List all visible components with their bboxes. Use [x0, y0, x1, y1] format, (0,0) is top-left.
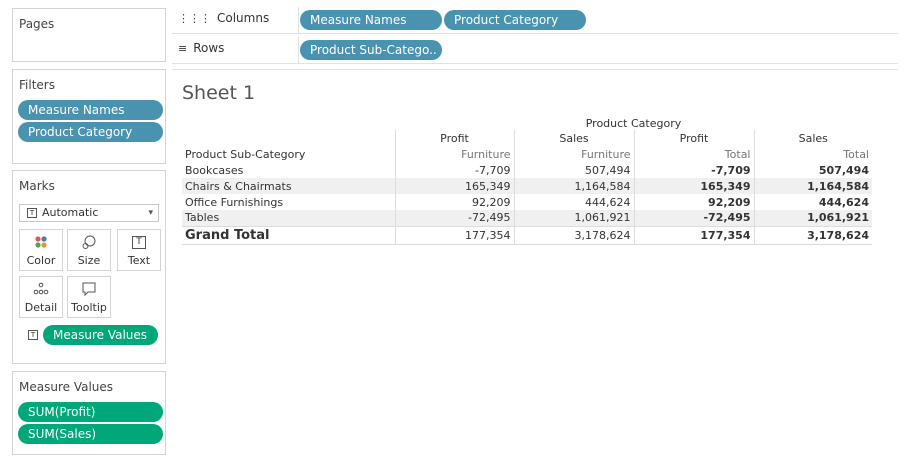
measure-header: Sales: [513, 130, 634, 146]
row-label: Tables: [185, 211, 220, 225]
row-header: Product Sub-Category: [185, 147, 306, 161]
row-label: Bookcases: [185, 163, 244, 177]
shelf-divider: [298, 7, 299, 34]
detail-label: Detail: [24, 301, 58, 314]
text-icon: T: [118, 230, 160, 254]
text-label: Text: [127, 254, 151, 267]
measure-header: Profit: [394, 130, 514, 146]
filters-card[interactable]: Filters Measure Names Product Category: [12, 69, 166, 164]
row-label: Office Furnishings: [185, 195, 284, 209]
row-label: Chairs & Chairmats: [185, 179, 292, 193]
table-row: Office Furnishings 92,209 444,624 92,209…: [182, 194, 872, 210]
columns-icon: ⋮⋮⋮: [178, 12, 211, 25]
tooltip-label: Tooltip: [71, 301, 107, 314]
detail-button[interactable]: Detail: [19, 276, 63, 318]
table-cell: 92,209: [394, 194, 514, 210]
table-cell: 444,624: [753, 194, 872, 210]
marks-title: Marks: [19, 179, 55, 193]
rows-pill-product-sub-category[interactable]: Product Sub-Catego..: [300, 40, 442, 60]
table-cell: -7,709: [633, 162, 754, 178]
filter-pill-product-category[interactable]: Product Category: [18, 122, 163, 142]
table-cell: 3,178,624: [513, 225, 634, 245]
rows-shelf[interactable]: ≡ Rows Product Sub-Catego..: [172, 37, 898, 64]
table-cell: 1,061,921: [753, 210, 872, 226]
pages-card[interactable]: Pages: [12, 8, 166, 62]
table-cell: 165,349: [633, 178, 754, 194]
table-cell: -72,495: [394, 210, 514, 226]
measure-values-pill[interactable]: Measure Values: [43, 325, 158, 345]
table-row: Bookcases -7,709 507,494 -7,709 507,494: [182, 162, 872, 178]
column-group-header: Product Category: [585, 116, 682, 130]
table-cell: 444,624: [513, 194, 634, 210]
table-cell: 165,349: [394, 178, 514, 194]
table-row: Tables -72,495 1,061,921 -72,495 1,061,9…: [182, 210, 872, 226]
text-button[interactable]: T Text: [117, 229, 161, 271]
rows-label: ≡ Rows: [178, 41, 224, 55]
text-encoding-icon: T: [28, 330, 38, 340]
measure-header: Profit: [633, 130, 754, 146]
measure-values-title: Measure Values: [19, 380, 114, 394]
filter-pill-measure-names[interactable]: Measure Names: [18, 100, 163, 120]
grand-total-row: Grand Total 177,354 3,178,624 177,354 3,…: [182, 225, 872, 245]
measure-pill-sum-profit[interactable]: SUM(Profit): [18, 402, 163, 422]
columns-label: ⋮⋮⋮ Columns: [178, 11, 269, 25]
marks-card: Marks T Automatic ▾ Color Size T Tex: [12, 170, 166, 364]
measure-header: Sales: [753, 130, 872, 146]
size-label: Size: [77, 254, 101, 267]
table-cell: 507,494: [513, 162, 634, 178]
columns-pill-product-category[interactable]: Product Category: [444, 10, 586, 30]
sheet-view: Sheet 1 Product Category Profit Sales Pr…: [172, 69, 898, 459]
table-cell: 507,494: [753, 162, 872, 178]
category-header: Furniture: [513, 146, 634, 162]
mark-type-value: Automatic: [42, 206, 99, 219]
chevron-down-icon: ▾: [148, 208, 153, 218]
color-icon: [20, 230, 62, 254]
color-label: Color: [26, 254, 56, 267]
columns-pill-measure-names[interactable]: Measure Names: [300, 10, 442, 30]
category-header: Total: [633, 146, 754, 162]
text-mark-icon: T: [27, 208, 37, 218]
category-header: Total: [753, 146, 872, 162]
detail-icon: [20, 277, 62, 301]
table-cell: 1,164,584: [513, 178, 634, 194]
rows-icon: ≡: [178, 42, 188, 55]
empty-cell: [182, 130, 395, 146]
table-cell: 177,354: [394, 225, 514, 245]
columns-label-text: Columns: [217, 11, 270, 25]
size-button[interactable]: Size: [67, 229, 111, 271]
table-cell: 1,061,921: [513, 210, 634, 226]
category-header: Furniture: [394, 146, 514, 162]
table-row: Chairs & Chairmats 165,349 1,164,584 165…: [182, 178, 872, 194]
table-cell: -7,709: [394, 162, 514, 178]
shelf-divider: [298, 37, 299, 64]
tooltip-icon: [68, 277, 110, 301]
table-cell: 3,178,624: [753, 225, 872, 245]
tooltip-button[interactable]: Tooltip: [67, 276, 111, 318]
measure-pill-sum-sales[interactable]: SUM(Sales): [18, 424, 163, 444]
table-cell: 177,354: [633, 225, 754, 245]
empty-cell: [182, 116, 395, 130]
columns-shelf[interactable]: ⋮⋮⋮ Columns Measure Names Product Categor…: [172, 7, 898, 34]
size-icon: [68, 230, 110, 254]
color-button[interactable]: Color: [19, 229, 63, 271]
table-cell: -72,495: [633, 210, 754, 226]
rows-label-text: Rows: [193, 41, 225, 55]
table-cell: 92,209: [633, 194, 754, 210]
pages-title: Pages: [19, 17, 55, 31]
sheet-title: Sheet 1: [182, 82, 256, 104]
table-cell: 1,164,584: [753, 178, 872, 194]
measure-values-card: Measure Values SUM(Profit) SUM(Sales): [12, 371, 166, 455]
filters-title: Filters: [19, 78, 55, 92]
crosstab-table: Product Category Profit Sales Profit Sal…: [182, 116, 872, 245]
mark-type-dropdown[interactable]: T Automatic ▾: [19, 204, 159, 222]
grand-total-label: Grand Total: [182, 225, 395, 245]
